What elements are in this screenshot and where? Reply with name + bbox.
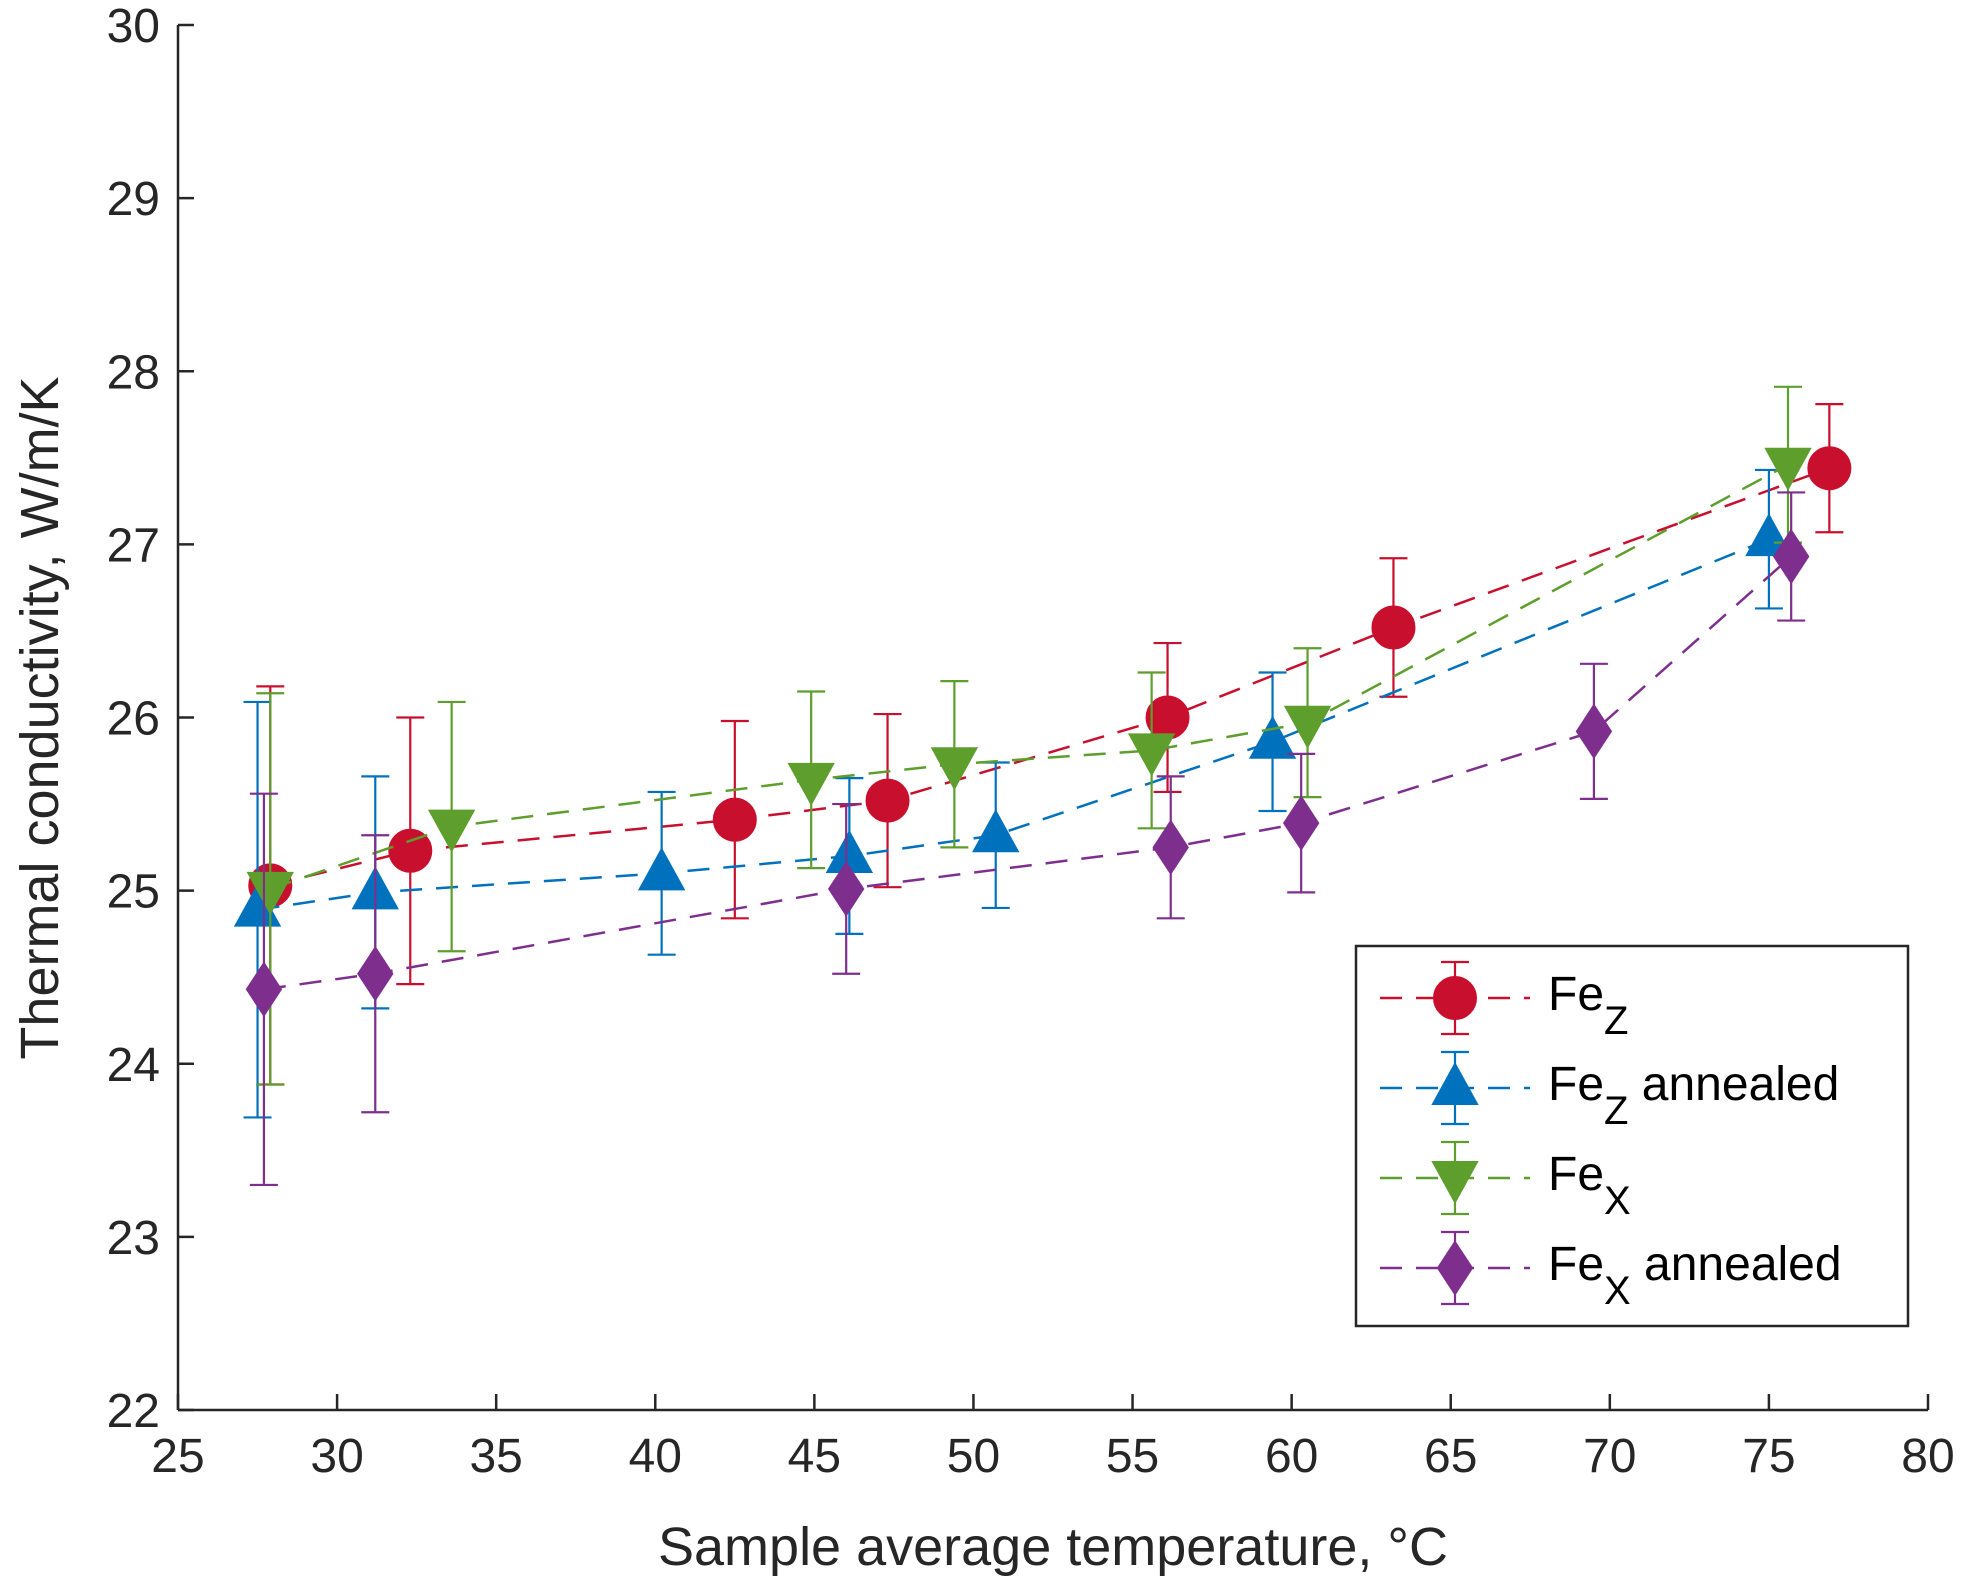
data-point — [1145, 695, 1190, 740]
y-tick-label: 26 — [107, 693, 160, 746]
x-tick-label: 25 — [151, 1430, 204, 1483]
data-point — [972, 809, 1020, 853]
data-point — [637, 847, 686, 891]
data-point — [1283, 705, 1332, 749]
data-point — [930, 747, 979, 791]
legend-entry: FeX annealed — [1380, 1230, 1842, 1313]
y-tick-label: 27 — [107, 519, 160, 572]
series-3 — [245, 491, 1810, 1187]
y-tick-label: 29 — [107, 173, 160, 226]
data-point — [787, 762, 835, 806]
legend-entry: FeZ annealed — [1380, 1050, 1839, 1133]
legend-label-subscript: X — [1604, 1179, 1631, 1223]
y-tick-label: 24 — [107, 1039, 160, 1092]
x-ticks: 25 30 35 40 45 50 55 60 65 70 75 80 — [151, 1394, 1955, 1483]
data-point — [246, 871, 294, 915]
series-line — [269, 463, 1789, 891]
x-tick-label: 35 — [469, 1430, 522, 1483]
legend-label-suffix: annealed — [1628, 1058, 1839, 1111]
legend-label-base: Fe — [1548, 1058, 1604, 1111]
y-axis-title: Thermal conductivity, W/m/K — [10, 376, 70, 1059]
data-point — [712, 797, 757, 842]
x-tick-label: 70 — [1583, 1430, 1636, 1483]
x-tick-label: 80 — [1901, 1430, 1954, 1483]
data-point — [1371, 605, 1416, 650]
x-tick-label: 45 — [788, 1430, 841, 1483]
legend-label: FeX — [1548, 1148, 1631, 1223]
data-point — [427, 809, 476, 853]
x-tick-label: 40 — [629, 1430, 682, 1483]
data-point — [827, 861, 865, 917]
legend-label: FeZ annealed — [1548, 1058, 1839, 1133]
legend-marker — [1433, 976, 1477, 1020]
y-tick-label: 28 — [107, 346, 160, 399]
y-tick-label: 23 — [107, 1212, 160, 1265]
data-point — [357, 945, 394, 1002]
y-tick-label: 30 — [107, 0, 160, 53]
data-point — [245, 961, 283, 1018]
data-point — [865, 778, 910, 823]
data-point — [1807, 446, 1852, 491]
legend-label-base: Fe — [1548, 1148, 1604, 1201]
data-point — [1152, 819, 1189, 876]
data-point — [1745, 513, 1793, 557]
x-tick-label: 60 — [1265, 1430, 1318, 1483]
legend-marker — [1431, 1161, 1479, 1205]
legend-label-suffix: annealed — [1631, 1238, 1842, 1291]
series-line — [257, 538, 1770, 911]
x-tick-label: 65 — [1424, 1430, 1477, 1483]
y-tick-label: 25 — [107, 866, 160, 919]
legend-label: FeZ — [1548, 968, 1628, 1043]
legend-label: FeX annealed — [1548, 1238, 1842, 1313]
data-point — [1282, 795, 1320, 851]
data-point — [1248, 715, 1297, 759]
legend-marker — [1431, 1061, 1479, 1105]
y-ticks: 22 23 24 25 26 27 28 29 30 — [107, 0, 194, 1438]
series-line — [270, 467, 1830, 887]
legend-label-subscript: Z — [1604, 1089, 1628, 1133]
data-point — [1127, 733, 1176, 777]
series-layer — [233, 385, 1852, 1187]
legend-label-base: Fe — [1548, 968, 1604, 1021]
x-tick-label: 55 — [1106, 1430, 1159, 1483]
x-tick-label: 75 — [1742, 1430, 1795, 1483]
x-tick-label: 30 — [310, 1430, 363, 1483]
x-tick-label: 50 — [947, 1430, 1000, 1483]
series-0 — [248, 403, 1852, 1086]
series-2 — [246, 385, 1812, 1086]
legend-marker — [1436, 1240, 1474, 1296]
data-point — [1772, 528, 1810, 585]
data-point — [1575, 703, 1613, 760]
legend-label-subscript: X — [1604, 1269, 1631, 1313]
legend-label-subscript: Z — [1604, 999, 1628, 1043]
x-axis-title: Sample average temperature, °C — [658, 1517, 1448, 1577]
series-line — [263, 555, 1793, 991]
data-point — [388, 828, 433, 873]
legend-entry: FeZ — [1380, 960, 1628, 1043]
y-tick-label: 22 — [107, 1385, 160, 1438]
legend-label-base: Fe — [1548, 1238, 1604, 1291]
data-point — [1764, 447, 1812, 491]
legend-entry: FeX — [1380, 1140, 1631, 1223]
